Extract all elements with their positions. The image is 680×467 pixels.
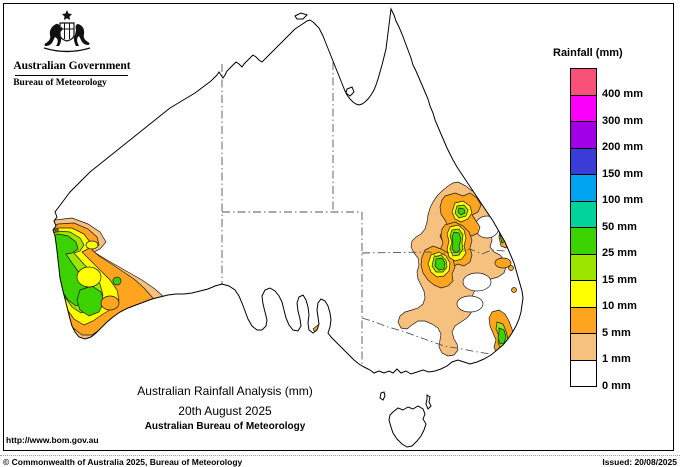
legend-swatch <box>570 174 597 202</box>
legend-swatch <box>570 200 597 228</box>
legend-label: 200 mm <box>602 141 643 153</box>
legend-swatch <box>570 68 597 96</box>
legend-swatch <box>570 359 597 387</box>
tasmania-and-islands <box>294 12 432 448</box>
legend-swatch <box>570 333 597 361</box>
legend-label: 100 mm <box>602 194 643 206</box>
legend-label: 10 mm <box>602 300 637 312</box>
state-borders <box>221 62 506 364</box>
legend-label: 15 mm <box>602 273 637 286</box>
footer-divider <box>0 455 680 456</box>
map-agency: Australian Bureau of Meteorology <box>144 421 306 432</box>
government-title: Australian Government <box>13 60 131 72</box>
legend-label: 25 mm <box>602 247 637 259</box>
copyright-text: © Commonwealth of Australia 2025, Bureau… <box>3 457 243 467</box>
bom-url: http://www.bom.gov.au <box>6 435 99 445</box>
legend-label: 1 mm <box>602 353 631 365</box>
legend-swatch <box>570 306 597 334</box>
issued-timestamp: Issued: 20/08/2025 <box>602 457 677 467</box>
legend-label: 400 mm <box>602 88 643 100</box>
legend-swatch <box>570 253 597 281</box>
legend-title: Rainfall (mm) <box>553 47 623 59</box>
map-date: 20th August 2025 <box>178 404 272 418</box>
legend-swatch <box>570 280 597 308</box>
legend-swatch <box>570 147 597 175</box>
australia-landmass <box>53 9 523 374</box>
legend-label: 300 mm <box>602 114 643 127</box>
coat-of-arms-icon <box>43 10 91 53</box>
australia-coastline <box>52 7 524 375</box>
legend-swatch <box>570 94 597 122</box>
legend-swatch <box>570 227 597 255</box>
map-frame <box>3 3 674 451</box>
rainfall-contours <box>53 181 517 357</box>
legend-swatch <box>570 121 597 149</box>
legend-label: 150 mm <box>602 167 643 180</box>
legend-label: 50 mm <box>602 220 637 233</box>
header-divider <box>15 75 128 76</box>
bureau-title: Bureau of Meteorology <box>13 78 107 88</box>
legend-label: 5 mm <box>602 326 631 339</box>
map-title: Australian Rainfall Analysis (mm) <box>137 384 313 398</box>
legend-label: 0 mm <box>602 379 631 392</box>
